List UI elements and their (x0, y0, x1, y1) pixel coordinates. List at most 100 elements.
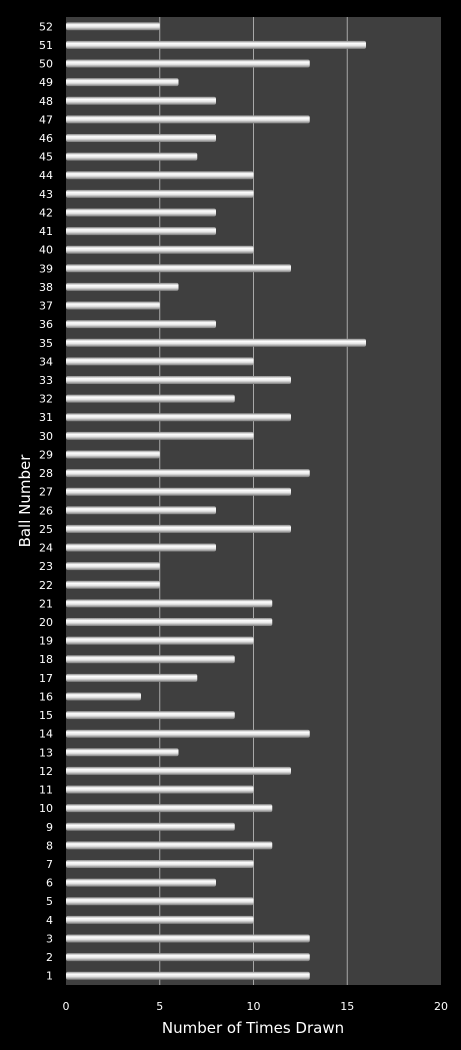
bar-ball-48 (66, 96, 216, 105)
y-tick-label: 24 (39, 542, 53, 555)
y-tick-label: 6 (46, 877, 53, 890)
y-tick-label: 23 (39, 560, 53, 573)
bar-ball-11 (66, 785, 254, 794)
bar-ball-5 (66, 897, 254, 906)
y-tick-label: 43 (39, 188, 53, 201)
y-tick-label: 11 (39, 784, 53, 797)
bar-ball-39 (66, 264, 291, 273)
y-tick-label: 1 (46, 970, 53, 983)
y-tick-label: 39 (39, 262, 53, 275)
y-tick-label: 27 (39, 486, 53, 499)
y-tick-label: 33 (39, 374, 53, 387)
bar-ball-29 (66, 450, 160, 459)
y-tick-label: 4 (46, 914, 53, 927)
y-tick-label: 38 (39, 281, 53, 294)
bar-ball-1 (66, 971, 310, 980)
y-tick-label: 35 (39, 337, 53, 350)
y-tick-label: 40 (39, 244, 53, 257)
x-axis-title: Number of Times Drawn (162, 1019, 344, 1037)
bar-ball-27 (66, 487, 291, 496)
bar-ball-12 (66, 766, 291, 775)
x-tick-label: 0 (63, 1000, 70, 1013)
bar-ball-34 (66, 357, 254, 366)
bar-ball-23 (66, 562, 160, 571)
y-tick-label: 25 (39, 523, 53, 536)
y-tick-label: 31 (39, 411, 53, 424)
bar-ball-19 (66, 636, 254, 645)
bar-ball-37 (66, 301, 160, 310)
bar-ball-26 (66, 506, 216, 515)
y-tick-label: 30 (39, 430, 53, 443)
bar-ball-6 (66, 878, 216, 887)
bar-ball-25 (66, 524, 291, 533)
x-tick-label: 15 (340, 1000, 354, 1013)
bar-ball-20 (66, 618, 273, 626)
bar-ball-51 (66, 40, 366, 49)
y-tick-label: 26 (39, 504, 53, 517)
y-tick-label: 13 (39, 746, 53, 759)
y-tick-label: 14 (39, 728, 53, 741)
bar-ball-32 (66, 394, 235, 403)
y-tick-label: 51 (39, 39, 53, 52)
bar-ball-30 (66, 431, 254, 440)
bar-ball-8 (66, 841, 273, 850)
bar-ball-35 (66, 338, 366, 347)
bar-ball-18 (66, 655, 235, 664)
bar-ball-22 (66, 580, 160, 589)
bar-ball-31 (66, 413, 291, 422)
y-tick-label: 2 (46, 951, 53, 964)
y-tick-label: 29 (39, 448, 53, 461)
y-tick-label: 10 (39, 802, 53, 815)
bar-ball-36 (66, 320, 216, 329)
x-tick-label: 10 (247, 1000, 261, 1013)
bar-ball-7 (66, 860, 254, 868)
y-tick-label: 32 (39, 393, 53, 406)
bar-ball-9 (66, 822, 235, 831)
bar-ball-38 (66, 282, 179, 291)
y-tick-label: 44 (39, 169, 53, 182)
y-tick-label: 46 (39, 132, 53, 145)
y-tick-label: 8 (46, 839, 53, 852)
bar-ball-43 (66, 189, 254, 198)
y-tick-label: 41 (39, 225, 53, 238)
y-tick-label: 12 (39, 765, 53, 778)
bar-ball-3 (66, 934, 310, 943)
y-tick-label: 36 (39, 318, 53, 331)
bar-ball-49 (66, 78, 179, 87)
bar-ball-44 (66, 171, 254, 180)
bar-ball-46 (66, 134, 216, 142)
bar-ball-2 (66, 953, 310, 962)
bar-ball-17 (66, 673, 198, 682)
bar-ball-28 (66, 469, 310, 478)
y-tick-label: 15 (39, 709, 53, 722)
x-tick-label: 20 (434, 1000, 448, 1013)
y-tick-label: 16 (39, 690, 53, 703)
y-tick-label: 50 (39, 58, 53, 71)
y-tick-label: 47 (39, 113, 53, 126)
bar-ball-52 (66, 22, 160, 31)
y-tick-label: 19 (39, 635, 53, 648)
y-tick-label: 5 (46, 895, 53, 908)
y-tick-label: 49 (39, 76, 53, 89)
y-tick-label: 3 (46, 932, 53, 945)
y-tick-label: 22 (39, 579, 53, 592)
bar-ball-14 (66, 729, 310, 738)
x-tick-label: 5 (156, 1000, 163, 1013)
bar-ball-21 (66, 599, 273, 608)
y-tick-labels: 1234567891011121314151617181920212223242… (39, 20, 53, 982)
y-tick-label: 34 (39, 355, 53, 368)
bar-ball-13 (66, 748, 179, 757)
bar-ball-16 (66, 692, 141, 701)
bar-ball-47 (66, 115, 310, 124)
bar-ball-33 (66, 376, 291, 384)
y-tick-label: 48 (39, 95, 53, 108)
y-axis-title: Ball Number (16, 454, 34, 548)
bar-ball-42 (66, 208, 216, 217)
y-tick-label: 18 (39, 653, 53, 666)
bars (66, 22, 366, 980)
bar-ball-41 (66, 227, 216, 236)
y-tick-label: 17 (39, 672, 53, 685)
bar-ball-4 (66, 915, 254, 924)
y-tick-label: 42 (39, 206, 53, 219)
